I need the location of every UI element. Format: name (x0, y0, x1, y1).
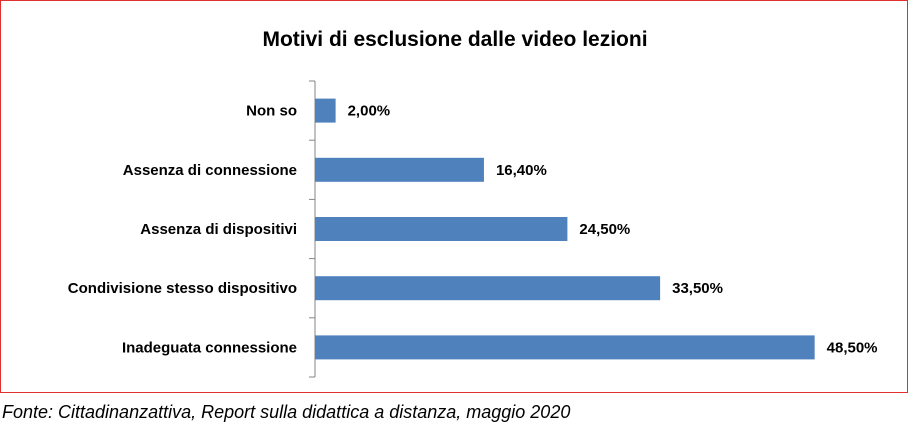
category-label: Condivisione stesso dispositivo (68, 280, 297, 297)
chart-frame: Motivi di esclusione dalle video lezioni… (0, 0, 908, 393)
chart-title: Motivi di esclusione dalle video lezioni (262, 28, 648, 51)
data-label: 24,50% (579, 221, 630, 238)
data-label: 48,50% (827, 339, 878, 356)
category-label: Inadeguata connessione (122, 339, 297, 356)
bar (315, 335, 815, 360)
source-note: Fonte: Cittadinanzattiva, Report sulla d… (2, 402, 571, 422)
category-label: Assenza di connessione (123, 162, 297, 179)
bar-chart: Non so 2,00% Assenza di connessione 16,40% A… (68, 80, 878, 378)
category-label: Assenza di dispositivi (140, 221, 297, 238)
data-label: 33,50% (672, 280, 723, 297)
data-label: 16,40% (496, 162, 547, 179)
category-label: Non so (246, 103, 297, 120)
bar (315, 276, 661, 301)
data-label: 2,00% (348, 103, 391, 120)
bar (315, 157, 484, 182)
bar (315, 98, 336, 123)
bar (315, 217, 568, 241)
